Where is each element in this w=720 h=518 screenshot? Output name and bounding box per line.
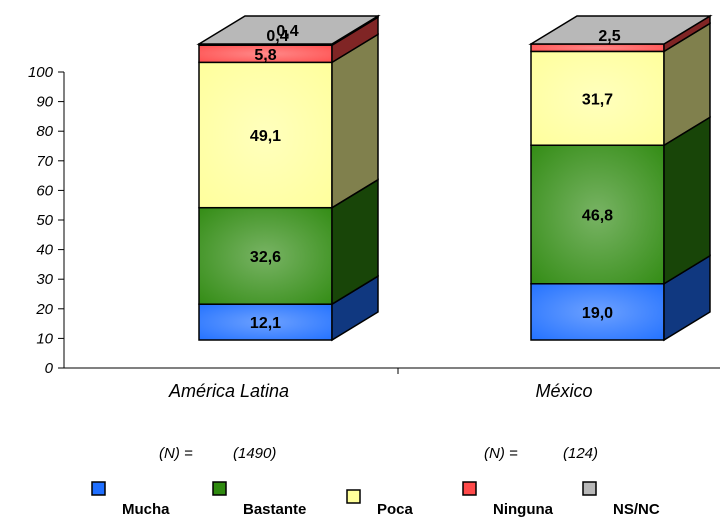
- data-label: 0,4: [276, 23, 298, 40]
- y-tick-label: 50: [36, 212, 53, 229]
- n-value-label: (1490): [233, 445, 276, 462]
- legend-swatch: [91, 481, 106, 496]
- bar-segment: [198, 178, 379, 306]
- legend-label: NS/NC: [613, 501, 660, 518]
- legend-item: Poca: [346, 489, 414, 518]
- data-label: 5,8: [254, 47, 276, 64]
- bar-segment-side: [663, 115, 711, 286]
- category-label: México: [535, 381, 592, 401]
- bar-segment-front: [530, 144, 665, 285]
- y-tick-label: 70: [36, 153, 53, 170]
- y-tick-label: 60: [36, 182, 53, 199]
- bar-segment-side: [331, 33, 379, 210]
- legend-label: Bastante: [243, 501, 306, 518]
- bar-segment: [198, 15, 379, 64]
- bar-segment-front: [530, 43, 665, 53]
- legend-label: Ninguna: [493, 501, 554, 518]
- bar-top-face: [196, 15, 381, 45]
- legend-item: Ninguna: [462, 481, 554, 518]
- legend-item: NS/NC: [582, 481, 660, 518]
- legend: Mucha Bastante Poca Ninguna NS/NC: [91, 481, 660, 518]
- n-prefix-label: (N) =: [484, 445, 518, 462]
- bar-segment-front: [530, 50, 665, 146]
- y-tick-label: 20: [35, 301, 53, 318]
- y-tick-label: 100: [28, 64, 54, 81]
- data-label: 46,8: [582, 207, 613, 224]
- data-label: 31,7: [582, 91, 613, 108]
- bar-segment: [530, 22, 711, 147]
- n-prefix-label: (N) =: [159, 445, 193, 462]
- legend-label: Poca: [377, 501, 414, 518]
- bar-top-face: [528, 15, 713, 45]
- chart-axes: 0 10 20 30 40 50 60 70 80 90 100: [28, 64, 720, 377]
- data-label: 12,1: [250, 315, 281, 332]
- data-label: 49,1: [250, 128, 281, 145]
- n-value-label: (124): [563, 445, 598, 462]
- legend-label: Mucha: [122, 501, 170, 518]
- bar-stacks: 12,132,649,15,80,40,419,046,831,72,5: [196, 14, 713, 342]
- bar-segment-front: [198, 61, 333, 209]
- legend-item: Bastante: [212, 481, 306, 518]
- data-label: 32,6: [250, 249, 281, 266]
- category-label: América Latina: [168, 381, 289, 401]
- data-label: 19,0: [582, 305, 613, 322]
- data-label: 0,4: [266, 28, 288, 45]
- category-labels: América Latina México (N) = (1490) (N) = (124…: [159, 381, 598, 462]
- y-tick-label: 40: [36, 242, 53, 259]
- legend-swatch: [346, 489, 361, 504]
- y-tick-label: 90: [36, 94, 53, 111]
- y-tick-label: 80: [36, 123, 53, 140]
- legend-swatch: [212, 481, 227, 496]
- bar-segment: [198, 33, 379, 210]
- legend-item: Mucha: [91, 481, 170, 518]
- bar-segment: [530, 115, 711, 286]
- bar-segment: [198, 274, 379, 342]
- y-tick-label: 10: [36, 330, 53, 347]
- legend-swatch: [582, 481, 597, 496]
- legend-swatch: [462, 481, 477, 496]
- y-tick-label: 0: [45, 360, 54, 377]
- y-tick-label: 30: [36, 271, 53, 288]
- data-label: 2,5: [598, 28, 620, 45]
